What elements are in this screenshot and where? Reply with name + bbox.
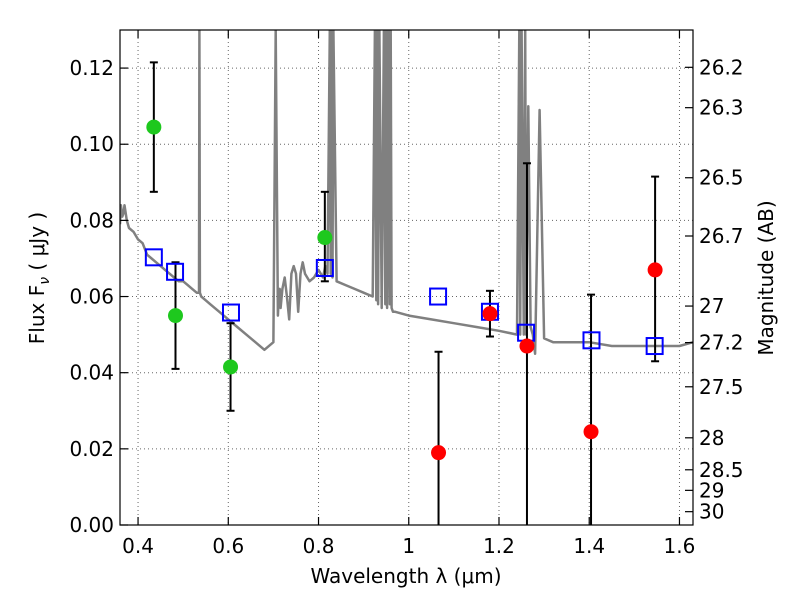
model-photometry-square: [582, 331, 601, 350]
x-tick-label: 1: [402, 534, 415, 558]
y2-tick-label: 30: [699, 500, 724, 524]
x-tick-label: 1.2: [483, 534, 515, 558]
errorbar-layer: [149, 61, 660, 525]
model-photometry-square: [645, 337, 664, 356]
y2-tick-label: 28.5: [699, 458, 744, 482]
y2-tick-label: 27.2: [699, 331, 744, 355]
observed-point-red: [482, 306, 498, 322]
y-tick-label: 0.04: [69, 361, 114, 385]
x-tick-label: 0.6: [212, 534, 244, 558]
observed-point-red: [647, 262, 663, 278]
y-axis-label-subscript: ν: [37, 277, 53, 285]
model-photometry-square: [144, 248, 163, 267]
y2-axis-label-group: Magnitude (AB): [754, 200, 778, 355]
model-photometry-square: [166, 262, 185, 281]
model-photometry-square: [315, 258, 334, 277]
x-tick-label: 1.6: [664, 534, 696, 558]
y-tick-label: 0.10: [69, 132, 114, 156]
plot-frame: [119, 29, 694, 526]
observed-point-red: [583, 424, 599, 440]
x-tick-label: 0.4: [122, 534, 154, 558]
y2-tick-label: 26.3: [699, 96, 744, 120]
tick-labels-layer: 0.4 0.6 0.8 1 1.2 1.4 1.6 0.00 0.02 0.04 0.06 0.08 0…: [69, 55, 743, 558]
y-axis-label: Flux Fν ( μJy ): [25, 212, 53, 344]
y-tick-label: 0.00: [69, 513, 114, 537]
y2-tick-label: 27.5: [699, 375, 744, 399]
y-tick-label: 0.08: [69, 208, 114, 232]
y2-axis-label: Magnitude (AB): [754, 200, 778, 355]
y2-tick-label: 29: [699, 478, 724, 502]
y2-tick-label: 28: [699, 426, 724, 450]
y-axis-label-unit: ( μJy ): [25, 212, 49, 277]
y2-tick-label: 26.5: [699, 166, 744, 190]
y-axis-label-main: Flux F: [25, 285, 49, 344]
observed-point-green: [167, 308, 183, 324]
model-photometry-square: [221, 303, 240, 322]
observed-point-green: [146, 119, 162, 135]
ticks-layer: [120, 30, 693, 526]
observed-point-red: [431, 445, 447, 461]
y-axis-label-group: Flux Fν ( μJy ): [25, 212, 53, 344]
model-spectrum-line: [120, 30, 693, 355]
model-photometry-square: [429, 287, 448, 306]
y2-tick-label: 26.7: [699, 224, 744, 248]
x-axis-label: Wavelength λ (μm): [310, 564, 501, 588]
x-tick-label: 0.8: [303, 534, 335, 558]
observed-point-green: [223, 359, 239, 375]
y2-tick-label: 26.2: [699, 55, 744, 79]
y2-tick-label: 27: [699, 294, 724, 318]
observed-point-green: [317, 230, 333, 246]
x-tick-label: 1.4: [573, 534, 605, 558]
model-spectrum-layer: [120, 30, 693, 355]
data-points-layer: [144, 119, 664, 461]
observed-point-red: [519, 338, 535, 354]
grid: [120, 30, 693, 526]
y-tick-label: 0.02: [69, 437, 114, 461]
y-tick-label: 0.06: [69, 285, 114, 309]
y-tick-label: 0.12: [69, 56, 114, 80]
